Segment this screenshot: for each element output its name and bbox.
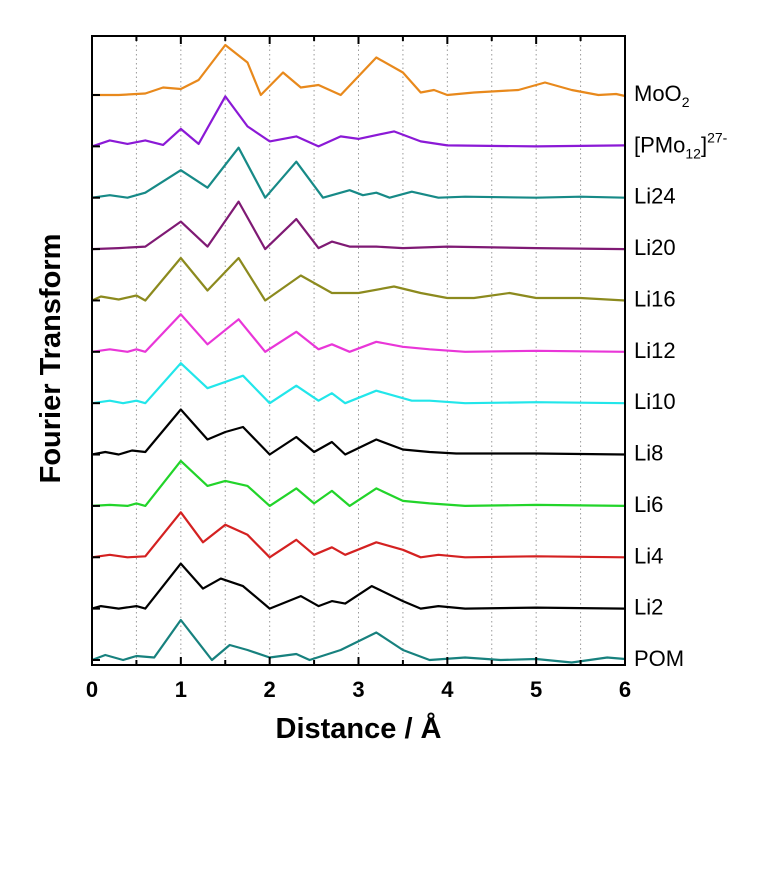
x-axis-title: Distance / Å	[276, 712, 442, 745]
series-label: Li10	[634, 389, 676, 414]
x-tick-label: 0	[86, 677, 98, 702]
y-axis-ticks	[92, 94, 100, 661]
series-labels: MoO2 [PMo12]27- Li24 Li20 Li16 Li12 Li10 Li8 Li6…	[634, 81, 728, 671]
series-label: Li6	[634, 492, 663, 517]
series-label: Li8	[634, 441, 663, 466]
x-tick-label: 2	[264, 677, 276, 702]
y-axis-title: Fourier Transform	[35, 234, 67, 484]
series-line	[91, 313, 626, 353]
series-line	[91, 95, 626, 148]
series-label: MoO2	[634, 81, 690, 110]
x-tick-label: 5	[530, 677, 542, 702]
series-label: Li24	[634, 184, 676, 209]
series-line	[91, 146, 626, 199]
series-line	[91, 362, 626, 405]
series-label: Li4	[634, 543, 663, 568]
series-label: [PMo12]27-	[634, 129, 728, 161]
x-tick-label: 4	[441, 677, 454, 702]
series-label: Li16	[634, 286, 676, 311]
series-line	[91, 408, 626, 456]
x-tick-label: 1	[175, 677, 187, 702]
x-axis-ticks	[91, 36, 626, 665]
curves	[91, 43, 626, 664]
series-label: Li12	[634, 338, 676, 363]
series-label: POM	[634, 646, 684, 671]
x-tick-label: 3	[352, 677, 364, 702]
x-tick-label: 6	[619, 677, 631, 702]
series-line	[91, 511, 626, 559]
series-label: Li2	[634, 595, 663, 620]
series-line	[91, 459, 626, 507]
x-tick-labels: 0 1 2 3 4 5 6	[86, 677, 631, 702]
series-line	[91, 618, 626, 664]
series-line	[91, 562, 626, 610]
series-line	[92, 43, 626, 98]
series-label: Li20	[634, 235, 676, 260]
series-line	[91, 200, 626, 251]
series-line	[91, 256, 626, 302]
